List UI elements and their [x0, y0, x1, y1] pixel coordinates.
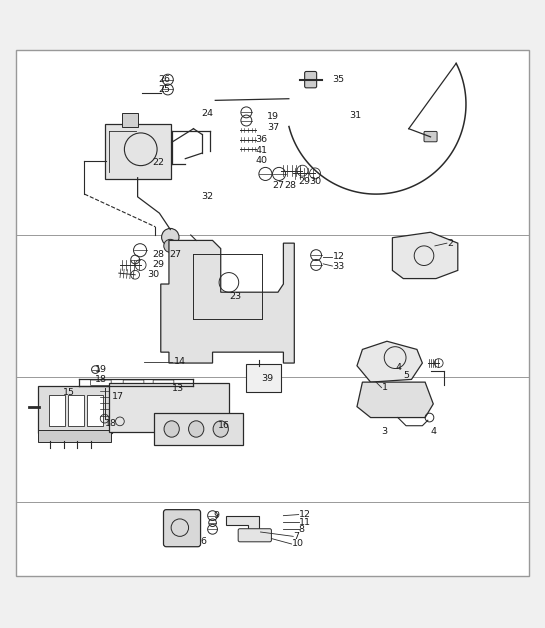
Text: 27: 27: [272, 181, 284, 190]
FancyBboxPatch shape: [123, 380, 144, 386]
Text: 29: 29: [298, 177, 310, 186]
Text: 31: 31: [349, 111, 361, 119]
FancyBboxPatch shape: [424, 131, 437, 142]
Text: 18: 18: [105, 418, 117, 428]
Text: 28: 28: [153, 249, 165, 259]
FancyBboxPatch shape: [154, 413, 243, 445]
Text: 30: 30: [310, 177, 322, 186]
Polygon shape: [161, 241, 294, 363]
Text: 6: 6: [201, 538, 207, 546]
Text: 33: 33: [332, 261, 344, 271]
FancyBboxPatch shape: [38, 386, 112, 433]
Text: 2: 2: [447, 239, 453, 247]
Text: 15: 15: [63, 388, 75, 397]
Text: 14: 14: [174, 357, 186, 367]
FancyBboxPatch shape: [153, 380, 174, 386]
Circle shape: [164, 239, 177, 252]
FancyBboxPatch shape: [38, 430, 111, 442]
Text: 9: 9: [214, 511, 220, 520]
Text: 41: 41: [255, 146, 267, 155]
Text: 11: 11: [299, 517, 311, 527]
Text: 32: 32: [202, 192, 214, 202]
Text: 22: 22: [153, 158, 165, 167]
Text: 25: 25: [158, 85, 170, 94]
Text: 24: 24: [202, 109, 214, 118]
FancyBboxPatch shape: [305, 72, 317, 88]
FancyBboxPatch shape: [68, 395, 84, 426]
Text: 17: 17: [112, 392, 124, 401]
FancyBboxPatch shape: [105, 124, 171, 180]
FancyBboxPatch shape: [49, 395, 65, 426]
Text: 10: 10: [292, 539, 304, 548]
Text: 30: 30: [147, 270, 159, 279]
Text: 18: 18: [95, 375, 107, 384]
FancyBboxPatch shape: [238, 529, 271, 542]
FancyBboxPatch shape: [246, 364, 281, 392]
Text: 35: 35: [332, 75, 344, 84]
FancyBboxPatch shape: [123, 113, 138, 127]
Text: 12: 12: [332, 252, 344, 261]
Ellipse shape: [213, 421, 228, 437]
Circle shape: [162, 229, 179, 246]
Polygon shape: [357, 382, 433, 418]
FancyBboxPatch shape: [164, 510, 201, 547]
Text: 4: 4: [396, 363, 402, 372]
Text: 5: 5: [403, 371, 409, 379]
Text: 19: 19: [95, 365, 107, 374]
Text: 12: 12: [299, 510, 311, 519]
Text: 16: 16: [218, 421, 230, 430]
Polygon shape: [226, 516, 259, 532]
Text: 28: 28: [284, 181, 296, 190]
FancyBboxPatch shape: [90, 380, 111, 386]
Text: 40: 40: [255, 156, 267, 165]
Text: 8: 8: [299, 525, 305, 534]
Text: 37: 37: [267, 122, 279, 131]
Text: 23: 23: [229, 291, 241, 301]
Ellipse shape: [164, 421, 179, 437]
Polygon shape: [392, 232, 458, 279]
Text: 27: 27: [169, 249, 181, 259]
Text: 13: 13: [172, 384, 184, 393]
Text: 36: 36: [255, 135, 267, 144]
Text: 3: 3: [382, 426, 387, 436]
Text: 26: 26: [158, 75, 170, 84]
Text: 39: 39: [262, 374, 274, 383]
Text: 19: 19: [267, 112, 279, 121]
FancyBboxPatch shape: [109, 383, 229, 432]
Text: 4: 4: [431, 426, 437, 436]
Ellipse shape: [189, 421, 204, 437]
Text: 1: 1: [382, 383, 387, 392]
Text: 29: 29: [153, 261, 165, 269]
Polygon shape: [357, 341, 422, 382]
Text: 7: 7: [293, 532, 299, 541]
FancyBboxPatch shape: [87, 395, 103, 426]
